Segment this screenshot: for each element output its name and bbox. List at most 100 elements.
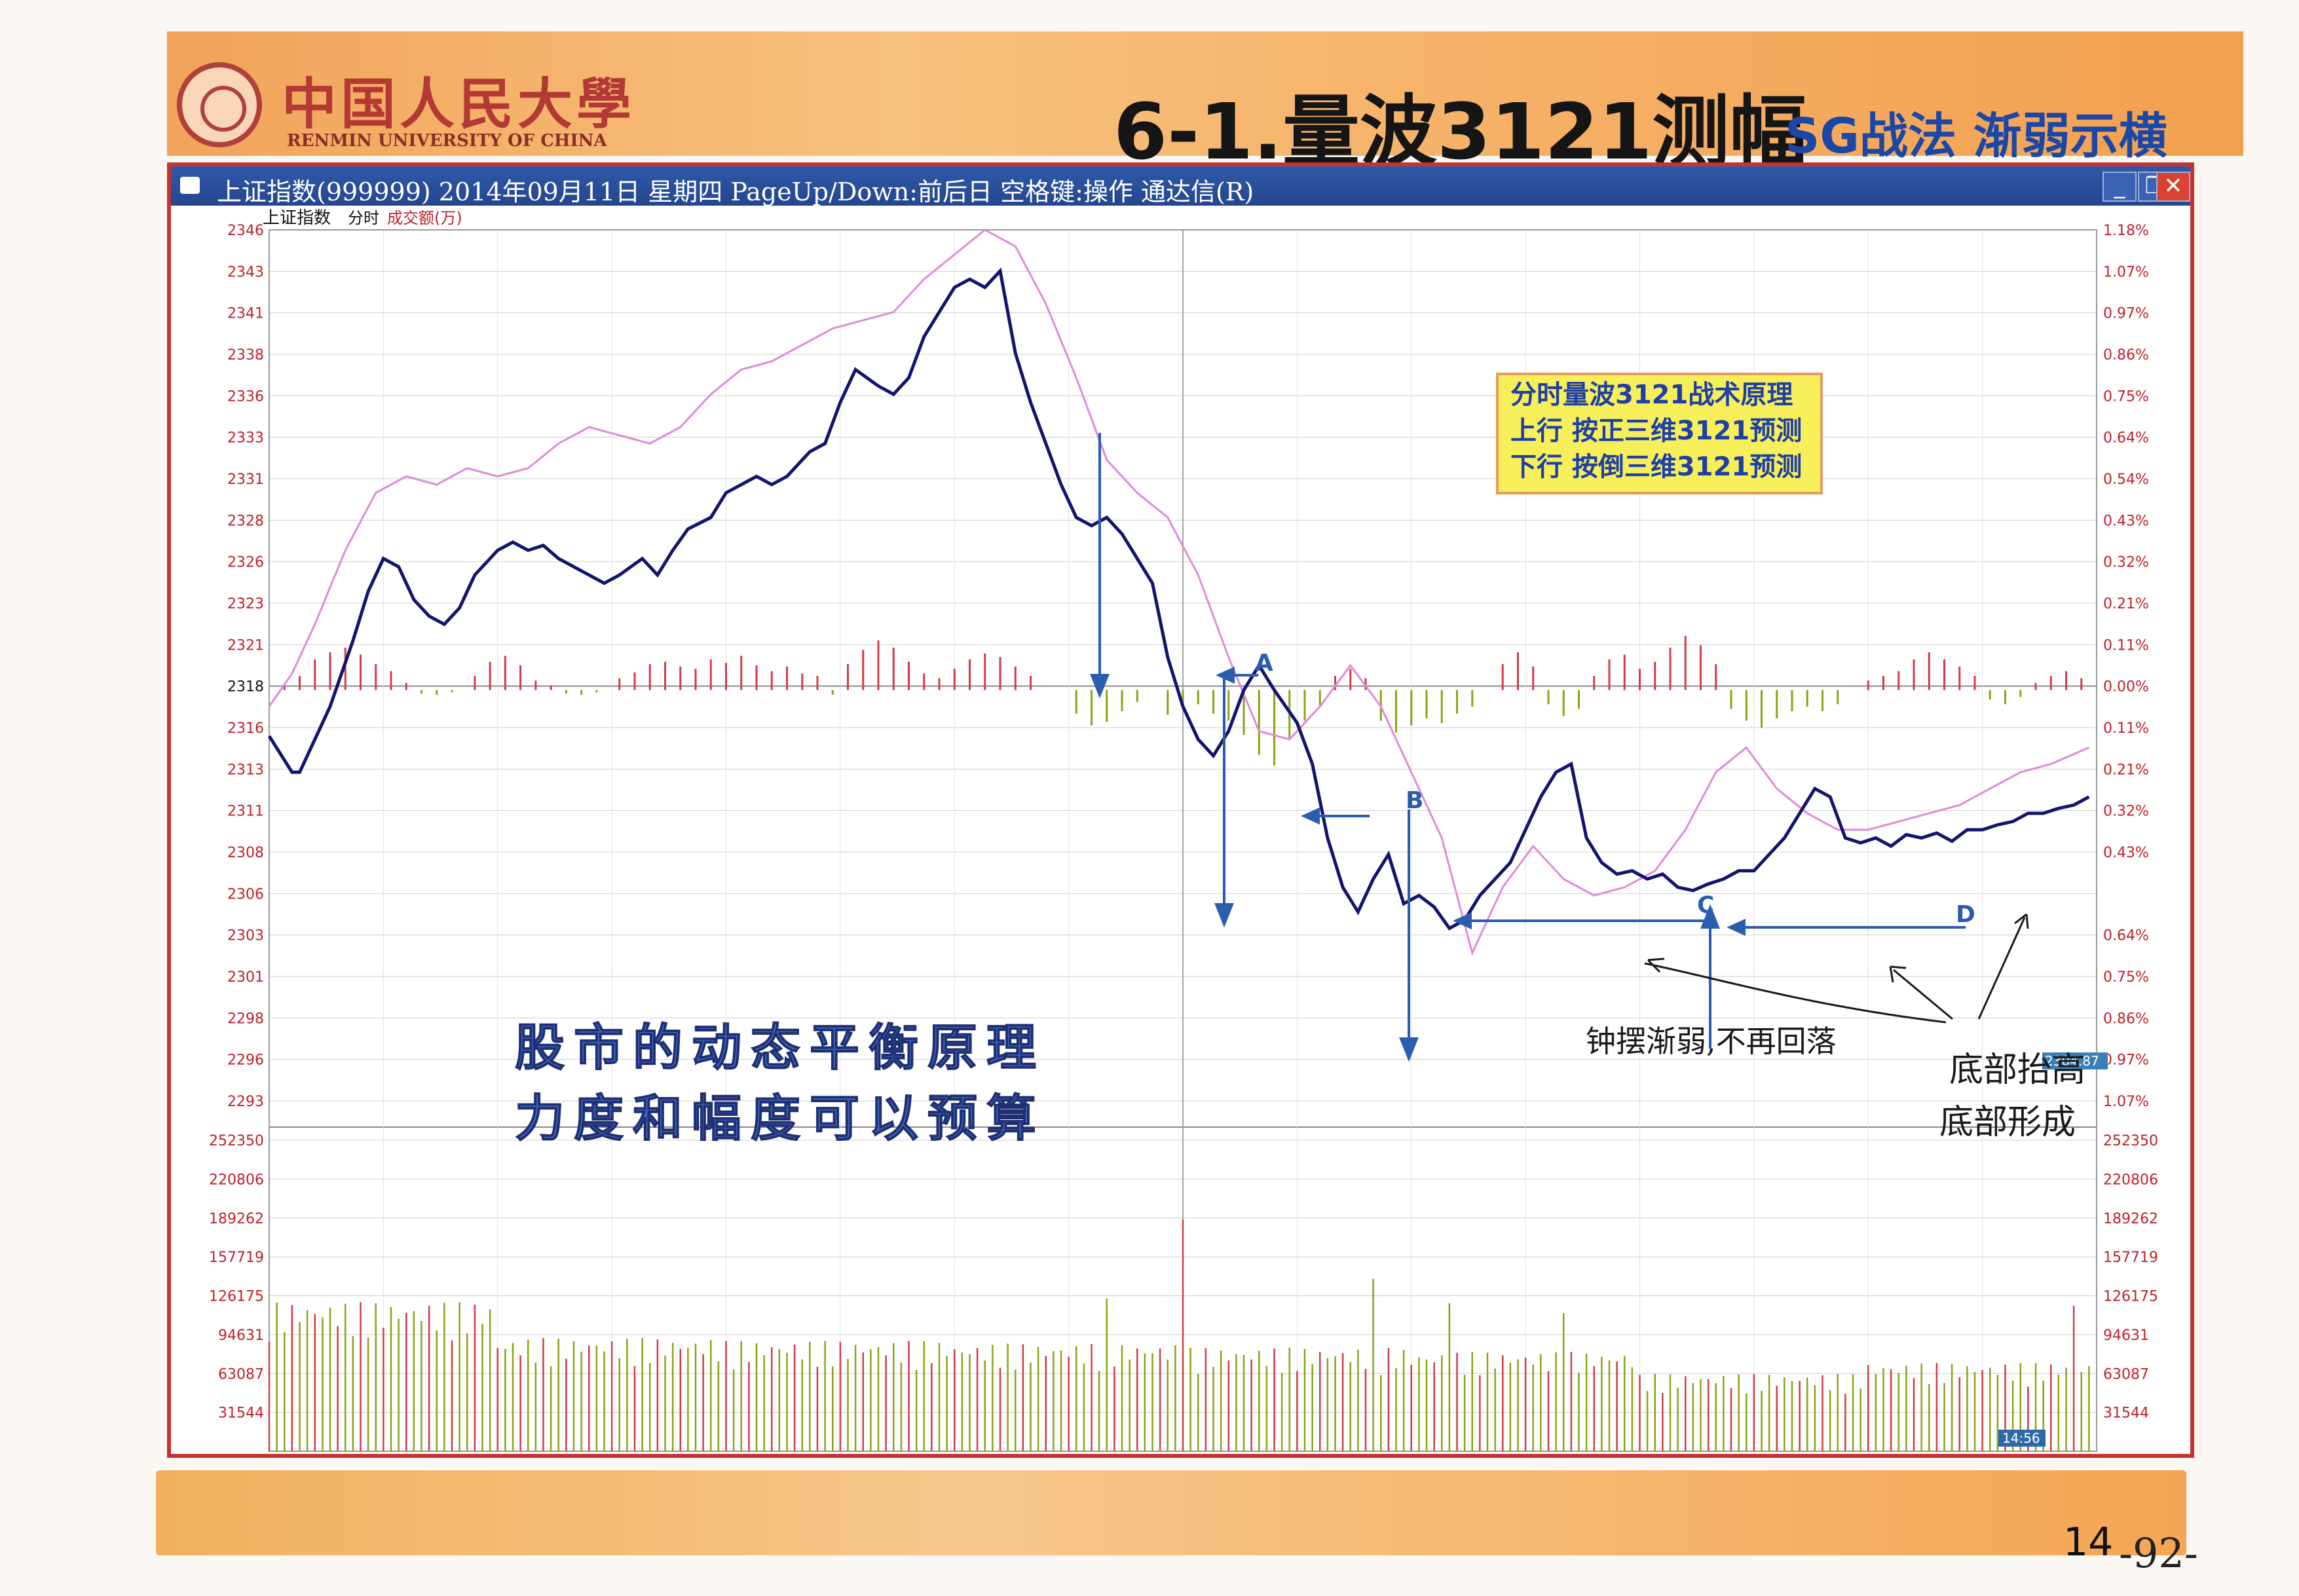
arrow-head-b bbox=[1399, 1037, 1419, 1062]
percent-tick-label: 0.97% bbox=[2103, 306, 2149, 322]
percent-tick-label: 0.32% bbox=[2103, 555, 2149, 571]
volume-tick-label-right: 189262 bbox=[2103, 1211, 2158, 1227]
price-tick-label: 2328 bbox=[227, 513, 264, 529]
annotation-arrows bbox=[1090, 433, 1966, 1062]
arrow-head-b-h bbox=[1301, 807, 1320, 825]
volume-tick-label: 252350 bbox=[209, 1133, 264, 1149]
price-tick-label: 2333 bbox=[227, 430, 264, 447]
window-title: 上证指数(999999) 2014年09月11日 星期四 PageUp/Down… bbox=[217, 177, 1254, 206]
price-tick-label: 2313 bbox=[227, 762, 264, 778]
percent-tick-label: 0.11% bbox=[2103, 720, 2149, 737]
percent-tick-label: 1.07% bbox=[2103, 1094, 2149, 1110]
volume-tick-label-right: 31544 bbox=[2103, 1405, 2149, 1422]
arrow-head-a-h bbox=[1216, 666, 1235, 684]
university-seal-icon bbox=[177, 62, 262, 147]
price-tick-label: 2318 bbox=[227, 679, 264, 696]
current-time-tag: 14:56 bbox=[2002, 1430, 2040, 1446]
percent-tick-label: 0.00% bbox=[2103, 679, 2149, 696]
percent-tick-label: 0.54% bbox=[2103, 472, 2149, 488]
note-bottom-form: 底部形成 bbox=[1939, 1103, 2076, 1142]
slide-subtitle: SG战法 渐弱示横 bbox=[1785, 108, 2167, 164]
percent-tick-label: 0.97% bbox=[2103, 1052, 2149, 1069]
price-tick-label: 2311 bbox=[227, 804, 264, 820]
price-line bbox=[267, 267, 2090, 931]
percent-tick-label: 0.86% bbox=[2103, 1011, 2149, 1027]
price-tick-label: 2336 bbox=[227, 388, 264, 405]
price-tick-label: 2298 bbox=[227, 1011, 264, 1027]
percent-tick-label: 0.64% bbox=[2103, 430, 2149, 447]
volume-tick-label-right: 63087 bbox=[2103, 1366, 2149, 1383]
arrow-head-d-left bbox=[1727, 918, 1746, 937]
chart-grid bbox=[269, 229, 2097, 1452]
price-axis: 2346 2343 2341 2338 2336 2333 2331 2328 2326 2323… bbox=[227, 223, 264, 1110]
window-titlebar: 上证指数(999999) 2014年09月11日 星期四 PageUp/Down… bbox=[171, 166, 2190, 206]
price-tick-label: 2306 bbox=[227, 886, 264, 902]
percent-tick-label: 1.18% bbox=[2103, 223, 2149, 239]
arrow-head-1 bbox=[1090, 674, 1110, 699]
toolbar-amount[interactable]: 成交额(万) bbox=[387, 209, 462, 227]
price-tick-label: 2293 bbox=[227, 1094, 264, 1110]
percent-tick-label: 0.21% bbox=[2103, 596, 2149, 612]
header-banner bbox=[167, 31, 2243, 156]
price-tick-label: 2346 bbox=[227, 223, 264, 239]
intraday-chart[interactable]: 上证指数 分时 成交额(万) 2346234323412338233623332… bbox=[171, 207, 2190, 1455]
arrow-head-c-left bbox=[1453, 912, 1472, 930]
percent-tick-label: 0.75% bbox=[2103, 388, 2149, 405]
volume-tick-label: 220806 bbox=[209, 1172, 264, 1188]
arrow-head-a bbox=[1214, 903, 1234, 928]
percent-tick-label: 0.86% bbox=[2103, 347, 2149, 363]
slide-title: 6-1.量波3121测幅 bbox=[1113, 86, 1807, 177]
arrow-head-c-up bbox=[1700, 904, 1720, 929]
note-pendulum: 钟摆渐弱,不再回落 bbox=[1586, 1024, 1837, 1059]
volume-tick-label: 189262 bbox=[209, 1211, 264, 1227]
price-tick-label: 2331 bbox=[227, 472, 264, 488]
slogan-line-2: 力度和幅度可以预算 bbox=[515, 1089, 1045, 1147]
legend-box bbox=[1496, 373, 1823, 494]
page-number-handwritten: -92- bbox=[2119, 1529, 2198, 1577]
note-bottom-rise: 底部抬高 bbox=[1949, 1050, 2085, 1090]
close-button[interactable]: ✕ bbox=[2156, 172, 2190, 202]
volume-tick-label: 126175 bbox=[209, 1289, 264, 1305]
university-name-en: RENMIN UNIVERSITY OF CHINA bbox=[287, 131, 607, 151]
volume-tick-label: 63087 bbox=[218, 1366, 264, 1383]
legend-line-1: 分时量波3121战术原理 bbox=[1510, 380, 1793, 410]
price-tick-label: 2338 bbox=[227, 347, 264, 363]
note-arrow-1 bbox=[1644, 962, 1947, 1024]
current-price-tag: 2304.87 bbox=[2045, 1053, 2099, 1069]
toolbar-timeshare[interactable]: 分时 bbox=[348, 209, 379, 227]
volume-axis: 252350 252350 220806 220806 189262 189262 1577… bbox=[209, 1133, 2158, 1422]
app-window: 上证指数(999999) 2014年09月11日 星期四 PageUp/Down… bbox=[167, 162, 2194, 1458]
label-c: C bbox=[1697, 892, 1714, 919]
minimize-button[interactable]: _ bbox=[2103, 172, 2137, 202]
percent-axis: 1.18% 1.07% 0.97% 0.86% 0.75% 0.64% 0.54% 0.43%… bbox=[2103, 223, 2149, 1110]
app-icon bbox=[180, 177, 200, 194]
note-arrow-2 bbox=[1893, 969, 1953, 1020]
price-tick-label: 2326 bbox=[227, 555, 264, 571]
university-name-cn: 中国人民大學 bbox=[282, 71, 636, 136]
label-a: A bbox=[1255, 650, 1273, 677]
percent-tick-label: 1.07% bbox=[2103, 264, 2149, 280]
price-tick-label: 2341 bbox=[227, 306, 264, 322]
volume-tick-label-right: 252350 bbox=[2103, 1133, 2158, 1149]
page-number: 14 bbox=[2063, 1519, 2114, 1565]
percent-tick-label: 0.32% bbox=[2103, 804, 2149, 820]
volume-tick-label: 94631 bbox=[218, 1327, 264, 1344]
volume-tick-label: 31544 bbox=[218, 1405, 264, 1422]
percent-tick-label: 0.43% bbox=[2103, 845, 2149, 861]
price-tick-label: 2323 bbox=[227, 596, 264, 612]
note-arrow-head-2 bbox=[1889, 965, 1907, 983]
price-tick-label: 2308 bbox=[227, 845, 264, 861]
label-d: D bbox=[1956, 901, 1975, 928]
footer-banner bbox=[156, 1470, 2186, 1555]
percent-tick-label: 0.11% bbox=[2103, 637, 2149, 654]
volume-tick-label-right: 220806 bbox=[2103, 1172, 2158, 1188]
percent-tick-label: 0.43% bbox=[2103, 513, 2149, 529]
percent-tick-label: 0.75% bbox=[2103, 969, 2149, 986]
price-tick-label: 2316 bbox=[227, 720, 264, 737]
volume-bars bbox=[268, 1219, 2090, 1451]
price-tag-bg bbox=[2042, 1052, 2108, 1069]
toolbar-index-name[interactable]: 上证指数 bbox=[263, 208, 331, 228]
price-tick-label: 2296 bbox=[227, 1052, 264, 1069]
price-tick-label: 2321 bbox=[227, 637, 264, 654]
volume-tick-label-right: 126175 bbox=[2103, 1289, 2158, 1305]
